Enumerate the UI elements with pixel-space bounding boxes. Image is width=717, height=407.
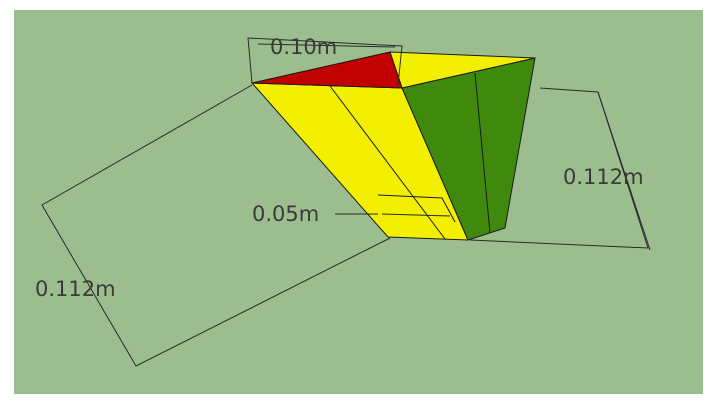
model-view: 0.10m 0.05m 0.112m 0.112m: [0, 0, 717, 407]
dimension-label: 0.112m: [35, 277, 116, 301]
dimension-label: 0.112m: [563, 165, 644, 189]
dimension-label: 0.10m: [270, 35, 337, 59]
dimension-label: 0.05m: [252, 202, 319, 226]
page: 0.10m 0.05m 0.112m 0.112m (() => { const…: [0, 0, 717, 407]
